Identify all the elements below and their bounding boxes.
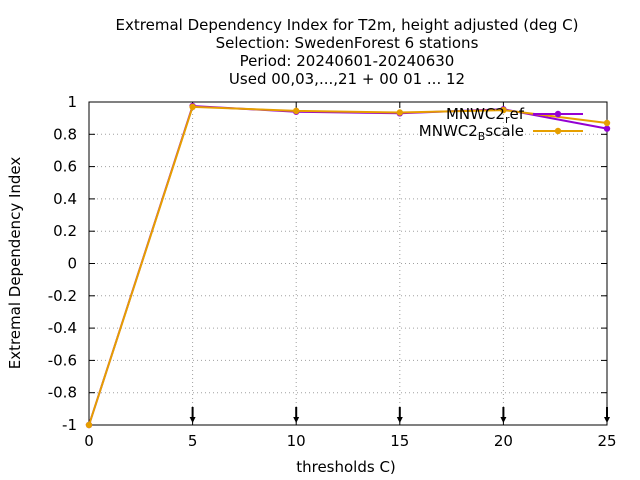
grid [89,102,607,425]
legend-label: MNWC2ref [446,105,525,126]
y-tick-label: 0 [67,255,77,273]
legend-swatch-point [554,127,562,135]
y-tick-label: -0.6 [48,351,77,369]
x-tick-label: 10 [287,432,306,450]
y-tick-label: 0.2 [53,222,77,240]
y-axis-label: Extremal Dependency Index [6,157,24,370]
threshold-marker-head [396,417,403,423]
x-tick-label: 5 [188,432,198,450]
threshold-marker-head [500,417,507,423]
threshold-marker-head [293,417,300,423]
series [85,102,611,429]
chart-title: Extremal Dependency Index for T2m, heigh… [116,16,579,88]
y-tick-label: 0.6 [53,158,77,176]
data-point [603,125,611,132]
data-point [603,119,611,127]
x-tick-label: 20 [494,432,513,450]
data-point [85,421,93,429]
x-tick-label: 15 [390,432,409,450]
y-tick-label: 0.8 [53,125,77,143]
x-axis-label: thresholds C) [296,458,396,476]
legend-swatch-point [554,110,562,118]
y-tick-label: -1 [62,416,77,434]
chart-title-line: Extremal Dependency Index for T2m, heigh… [116,16,579,34]
threshold-marker-head [604,417,610,423]
x-tick-label: 0 [84,432,94,450]
chart-title-line: Used 00,03,...,21 + 00 01 ... 12 [229,70,465,88]
data-point [396,109,403,116]
y-tick-label: 1 [67,93,77,111]
x-tick-label: 25 [597,432,616,450]
chart-title-line: Period: 20240601-20240630 [240,52,455,70]
series-line [88,105,608,426]
y-tick-label: -0.2 [48,287,77,305]
chart-title-line: Selection: SwedenForest 6 stations [216,34,479,52]
data-point [500,106,507,114]
series-line [88,104,608,426]
y-tick-label: -0.8 [48,384,77,402]
threshold-markers [189,407,610,423]
x-axis-ticks: 0 5 10 15 20 25 [84,102,617,450]
threshold-marker-head [189,417,196,423]
y-tick-label: -0.4 [48,319,77,337]
legend-label: MNWC2Bscale [419,122,524,143]
y-tick-label: 0.4 [53,190,77,208]
y-axis-ticks: 1 0.8 0.6 0.4 0.2 0 -0.2 -0.4 -0.6 -0.8 -1 [48,93,607,434]
data-point [293,107,300,115]
data-point [189,103,196,111]
